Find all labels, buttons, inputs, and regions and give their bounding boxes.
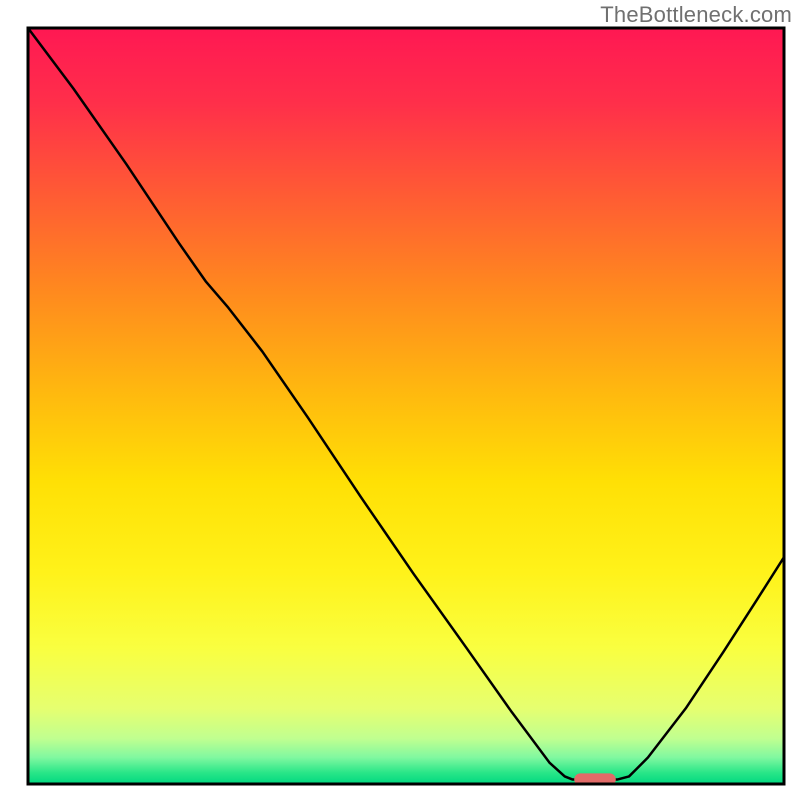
bottleneck-chart	[0, 0, 800, 800]
plot-area	[28, 28, 784, 786]
gradient-fill	[28, 28, 784, 784]
watermark-text: TheBottleneck.com	[600, 2, 792, 28]
chart-stage: TheBottleneck.com	[0, 0, 800, 800]
